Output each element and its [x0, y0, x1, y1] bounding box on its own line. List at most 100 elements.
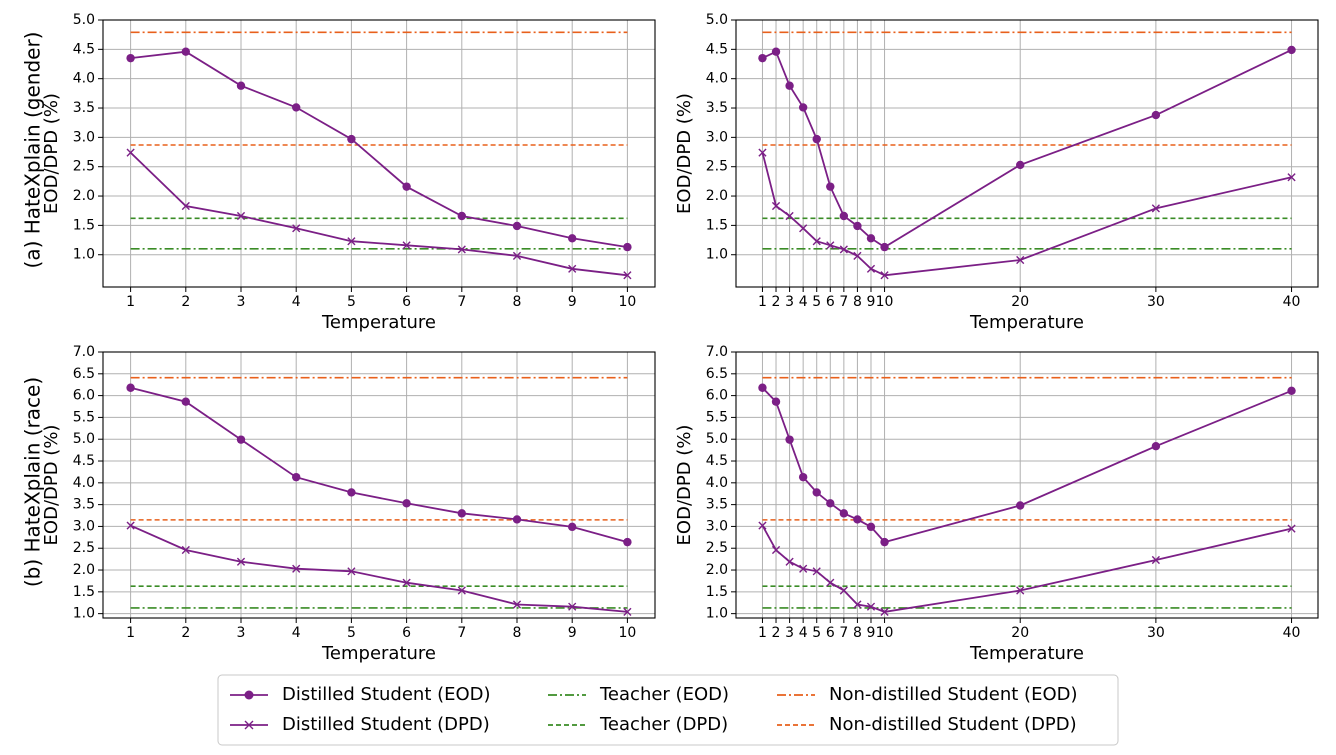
- data-point-dpd: [853, 600, 862, 609]
- x-tick-label: 7: [457, 625, 466, 641]
- data-point-dpd: [347, 237, 356, 246]
- data-point-dpd: [880, 607, 889, 616]
- legend-label-teacher-eod: Teacher (EOD): [599, 684, 729, 705]
- x-tick-label: 3: [237, 625, 246, 641]
- legend-label-nondistilled-dpd: Non-distilled Student (DPD): [829, 714, 1077, 735]
- x-tick-label: 20: [1011, 625, 1029, 641]
- axes-frame: [102, 19, 656, 288]
- data-point-eod: [1016, 501, 1025, 510]
- y-tick-label: 1.0: [706, 247, 728, 263]
- panels: 1.01.52.02.53.03.54.04.55.01 2 3 4 5 6 7 8 9 10Te…: [41, 12, 1319, 664]
- y-tick-label: 4.0: [706, 475, 728, 491]
- row-label-race: (b) HateXplain (race): [21, 377, 45, 587]
- data-point-eod: [839, 509, 849, 518]
- y-tick-label: 1.5: [706, 584, 728, 600]
- data-point-eod: [785, 435, 794, 444]
- legend-box: [217, 674, 1119, 746]
- x-tick-label: 5: [812, 625, 821, 641]
- x-tick-label: 9: [867, 294, 876, 310]
- data-point-eod: [880, 242, 889, 252]
- data-point-eod: [126, 383, 135, 392]
- data-point-eod: [236, 435, 246, 444]
- axes-frame: [102, 351, 656, 619]
- y-tick-label: 4.5: [73, 41, 95, 57]
- data-point-dpd: [347, 567, 356, 576]
- data-point-eod: [798, 103, 808, 112]
- y-tick-label: 2.0: [73, 188, 95, 204]
- legend-label-teacher-dpd: Teacher (DPD): [599, 714, 728, 735]
- data-point-eod: [866, 234, 876, 243]
- data-point-dpd: [512, 251, 522, 260]
- y-tick-label: 5.0: [73, 12, 95, 28]
- y-tick-label: 4.0: [706, 71, 728, 87]
- x-axis-label: Temperature: [321, 643, 436, 664]
- panel-a-left: 1.0 1.5 2.0 2.5 3.0 3.5 4.0 4.5 5.0 1 2 3 4 5 6 7 8 9 10 Te…: [41, 12, 656, 333]
- x-tick-label: 3: [785, 294, 794, 310]
- x-tick-label: 1: [758, 294, 767, 310]
- legend-label-student-dpd: Distilled Student (DPD): [282, 714, 490, 735]
- x-tick-label: 3: [237, 294, 246, 310]
- y-tick-label: 4.5: [706, 41, 728, 57]
- data-point-dpd: [181, 201, 190, 211]
- data-point-dpd: [812, 237, 821, 246]
- y-tick-label: 6.5: [73, 366, 95, 382]
- data-point-dpd: [568, 602, 577, 611]
- data-point-dpd: [1151, 204, 1160, 213]
- data-point-eod: [623, 537, 632, 547]
- series-group: [758, 383, 1296, 616]
- y-tick-label: 3.5: [73, 497, 95, 513]
- data-point-dpd: [623, 607, 632, 616]
- x-tick-label: 9: [867, 625, 876, 641]
- x-tick-label: 6: [402, 294, 411, 310]
- data-point-dpd: [839, 586, 848, 595]
- x-tick-label: 10: [876, 625, 894, 641]
- y-tick-label: 2.0: [706, 188, 728, 204]
- data-point-dpd: [1287, 173, 1296, 182]
- data-point-dpd: [623, 271, 632, 280]
- data-point-eod: [292, 472, 301, 482]
- data-point-eod: [347, 488, 356, 497]
- data-point-eod: [457, 211, 466, 221]
- data-point-eod: [512, 515, 522, 524]
- y-axis-label: EOD/DPD (%): [674, 425, 695, 546]
- data-point-dpd: [1016, 586, 1025, 595]
- y-tick-label: 4.5: [73, 453, 95, 469]
- y-tick-label: 3.5: [706, 100, 728, 116]
- x-tick-label: 1: [758, 625, 767, 641]
- x-tick-label: 6: [826, 294, 835, 310]
- y-tick-label: 7.0: [73, 344, 95, 360]
- data-point-eod: [236, 81, 246, 90]
- legend-label-student-eod: Distilled Student (EOD): [282, 684, 491, 705]
- y-tick-label: 2.0: [706, 562, 728, 578]
- y-tick-label: 6.5: [706, 366, 728, 382]
- data-point-eod: [812, 134, 821, 144]
- data-point-dpd: [568, 264, 577, 273]
- data-point-eod: [866, 522, 876, 532]
- data-point-eod: [126, 53, 135, 63]
- x-tick-label: 1: [126, 294, 135, 310]
- data-point-eod: [181, 397, 190, 406]
- data-point-eod: [758, 53, 767, 63]
- data-point-eod: [568, 234, 577, 243]
- data-point-dpd: [799, 564, 808, 573]
- data-point-dpd: [826, 578, 835, 587]
- x-tick-label: 8: [853, 625, 862, 641]
- y-tick-label: 5.0: [706, 12, 728, 28]
- x-tick-label: 5: [812, 294, 821, 310]
- x-axis-label: Temperature: [969, 643, 1084, 664]
- y-tick-label: 1.0: [73, 606, 95, 622]
- data-point-eod: [771, 397, 781, 406]
- x-axis-label: Temperature: [321, 312, 436, 333]
- panel-a-right: 1.0 1.5 2.0 2.5 3.0 3.5 4.0 4.5 5.0 1 2 3 4 5 6 7 8 9 10 20…: [674, 12, 1319, 333]
- x-tick-label: 2: [181, 294, 190, 310]
- row-label-gender: (a) HateXplain (gender): [21, 32, 45, 269]
- series-line-student-eod: [761, 387, 1292, 544]
- y-tick-label: 5.5: [73, 409, 95, 425]
- y-tick-label: 4.5: [706, 453, 728, 469]
- data-point-dpd: [292, 224, 301, 233]
- y-tick-label: 7.0: [706, 344, 728, 360]
- x-tick-label: 7: [839, 625, 848, 641]
- series-group: [126, 383, 632, 616]
- data-point-dpd: [758, 148, 767, 157]
